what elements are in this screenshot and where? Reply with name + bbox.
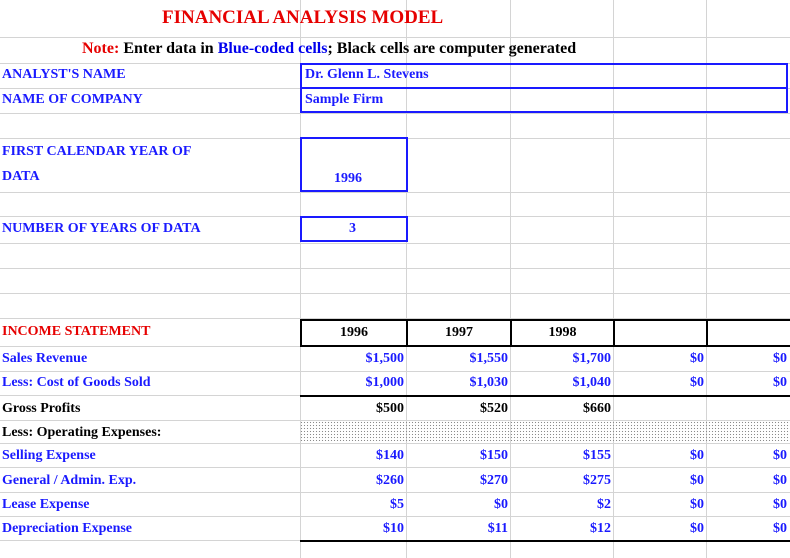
- instruction-note: Note: Enter data in Blue-coded cells; Bl…: [82, 41, 576, 57]
- note-rest-text: ; Black cells are computer generated: [327, 40, 577, 57]
- row-divider: [0, 243, 790, 244]
- income-cell-input[interactable]: $12: [590, 521, 611, 536]
- income-cell-input[interactable]: $0: [773, 473, 787, 488]
- income-cell-input[interactable]: $1,040: [572, 375, 612, 390]
- sheet-title: FINANCIAL ANALYSIS MODEL: [162, 7, 444, 28]
- column-divider: [613, 0, 614, 558]
- income-cell-input[interactable]: $11: [487, 521, 508, 536]
- row-label: Lease Expense: [2, 497, 90, 512]
- analyst-name-label: ANALYST'S NAME: [2, 67, 126, 82]
- row-label: Sales Revenue: [2, 351, 88, 366]
- income-cell-input[interactable]: $270: [480, 473, 508, 488]
- company-name-cell-border: [300, 87, 788, 113]
- income-cell-input[interactable]: $5: [390, 497, 404, 512]
- num-years-cell-border: [300, 216, 408, 242]
- income-cell-input[interactable]: $155: [583, 448, 611, 463]
- first-year-input[interactable]: 1996: [334, 171, 362, 186]
- income-cell-input[interactable]: $0: [773, 351, 787, 366]
- row-divider: [0, 113, 790, 114]
- income-statement-heading: INCOME STATEMENT: [2, 324, 151, 339]
- income-cell-input[interactable]: $2: [597, 497, 611, 512]
- column-divider: [510, 0, 511, 558]
- computed-cell: $500: [376, 401, 404, 416]
- income-cell-input[interactable]: $1,030: [469, 375, 509, 390]
- row-divider: [0, 192, 790, 193]
- row-divider: [0, 516, 790, 517]
- year-header: 1998: [548, 325, 577, 340]
- income-cell-input[interactable]: $260: [376, 473, 404, 488]
- income-cell-input[interactable]: $0: [690, 521, 704, 536]
- first-year-label-line2: DATA: [2, 169, 40, 184]
- note-prefix: Note:: [82, 40, 120, 57]
- company-name-label: NAME OF COMPANY: [2, 92, 143, 107]
- num-years-input[interactable]: 3: [349, 221, 356, 236]
- row-divider: [0, 371, 790, 372]
- row-divider: [0, 293, 790, 294]
- subtotal-rule: [300, 395, 790, 397]
- income-cell-input[interactable]: $0: [773, 448, 787, 463]
- num-years-label: NUMBER OF YEARS OF DATA: [2, 221, 201, 236]
- column-divider: [406, 0, 407, 558]
- note-enter-text: Enter data in: [123, 40, 214, 57]
- row-divider: [0, 492, 790, 493]
- income-cell-input[interactable]: $1,550: [469, 351, 509, 366]
- income-cell-input[interactable]: $140: [376, 448, 404, 463]
- column-divider: [300, 0, 301, 558]
- analyst-name-input[interactable]: Dr. Glenn L. Stevens: [305, 67, 429, 82]
- year-header: 1997: [445, 325, 473, 340]
- income-cell-input[interactable]: $275: [583, 473, 611, 488]
- income-cell-input[interactable]: $1,500: [365, 351, 405, 366]
- computed-cell: $520: [480, 401, 508, 416]
- income-cell-input[interactable]: $0: [773, 375, 787, 390]
- income-cell-input[interactable]: $0: [773, 497, 787, 512]
- first-year-label-line1: FIRST CALENDAR YEAR OF: [2, 144, 192, 159]
- year-header-cell: [706, 319, 790, 347]
- income-cell-input[interactable]: $0: [690, 351, 704, 366]
- column-divider: [706, 0, 707, 558]
- row-divider: [0, 268, 790, 269]
- computed-cell: $660: [583, 401, 611, 416]
- row-label: Selling Expense: [2, 448, 96, 463]
- row-divider: [0, 420, 790, 421]
- row-divider: [0, 467, 790, 468]
- subtotal-rule: [300, 540, 790, 542]
- income-cell-input[interactable]: $0: [773, 521, 787, 536]
- year-header-cell: [613, 319, 708, 347]
- row-label: General / Admin. Exp.: [2, 473, 137, 488]
- income-cell-input[interactable]: $150: [480, 448, 508, 463]
- year-header: 1996: [340, 325, 368, 340]
- income-cell-input[interactable]: $0: [690, 448, 704, 463]
- note-blue-text: Blue-coded cells: [217, 40, 328, 57]
- income-cell-input[interactable]: $10: [383, 521, 404, 536]
- row-label: Gross Profits: [2, 401, 81, 416]
- row-divider: [0, 443, 790, 444]
- income-cell-input[interactable]: $1,700: [572, 351, 612, 366]
- income-cell-input[interactable]: $0: [494, 497, 508, 512]
- row-label: Less: Operating Expenses:: [2, 425, 162, 440]
- patterned-fill-row: [300, 421, 790, 441]
- row-divider: [0, 37, 790, 38]
- row-label: Less: Cost of Goods Sold: [2, 375, 151, 390]
- row-divider: [0, 318, 790, 319]
- income-cell-input[interactable]: $0: [690, 375, 704, 390]
- income-cell-input[interactable]: $0: [690, 473, 704, 488]
- income-cell-input[interactable]: $0: [690, 497, 704, 512]
- row-label: Depreciation Expense: [2, 521, 133, 536]
- income-cell-input[interactable]: $1,000: [365, 375, 405, 390]
- company-name-input[interactable]: Sample Firm: [305, 92, 384, 107]
- first-year-cell-border: [300, 137, 408, 192]
